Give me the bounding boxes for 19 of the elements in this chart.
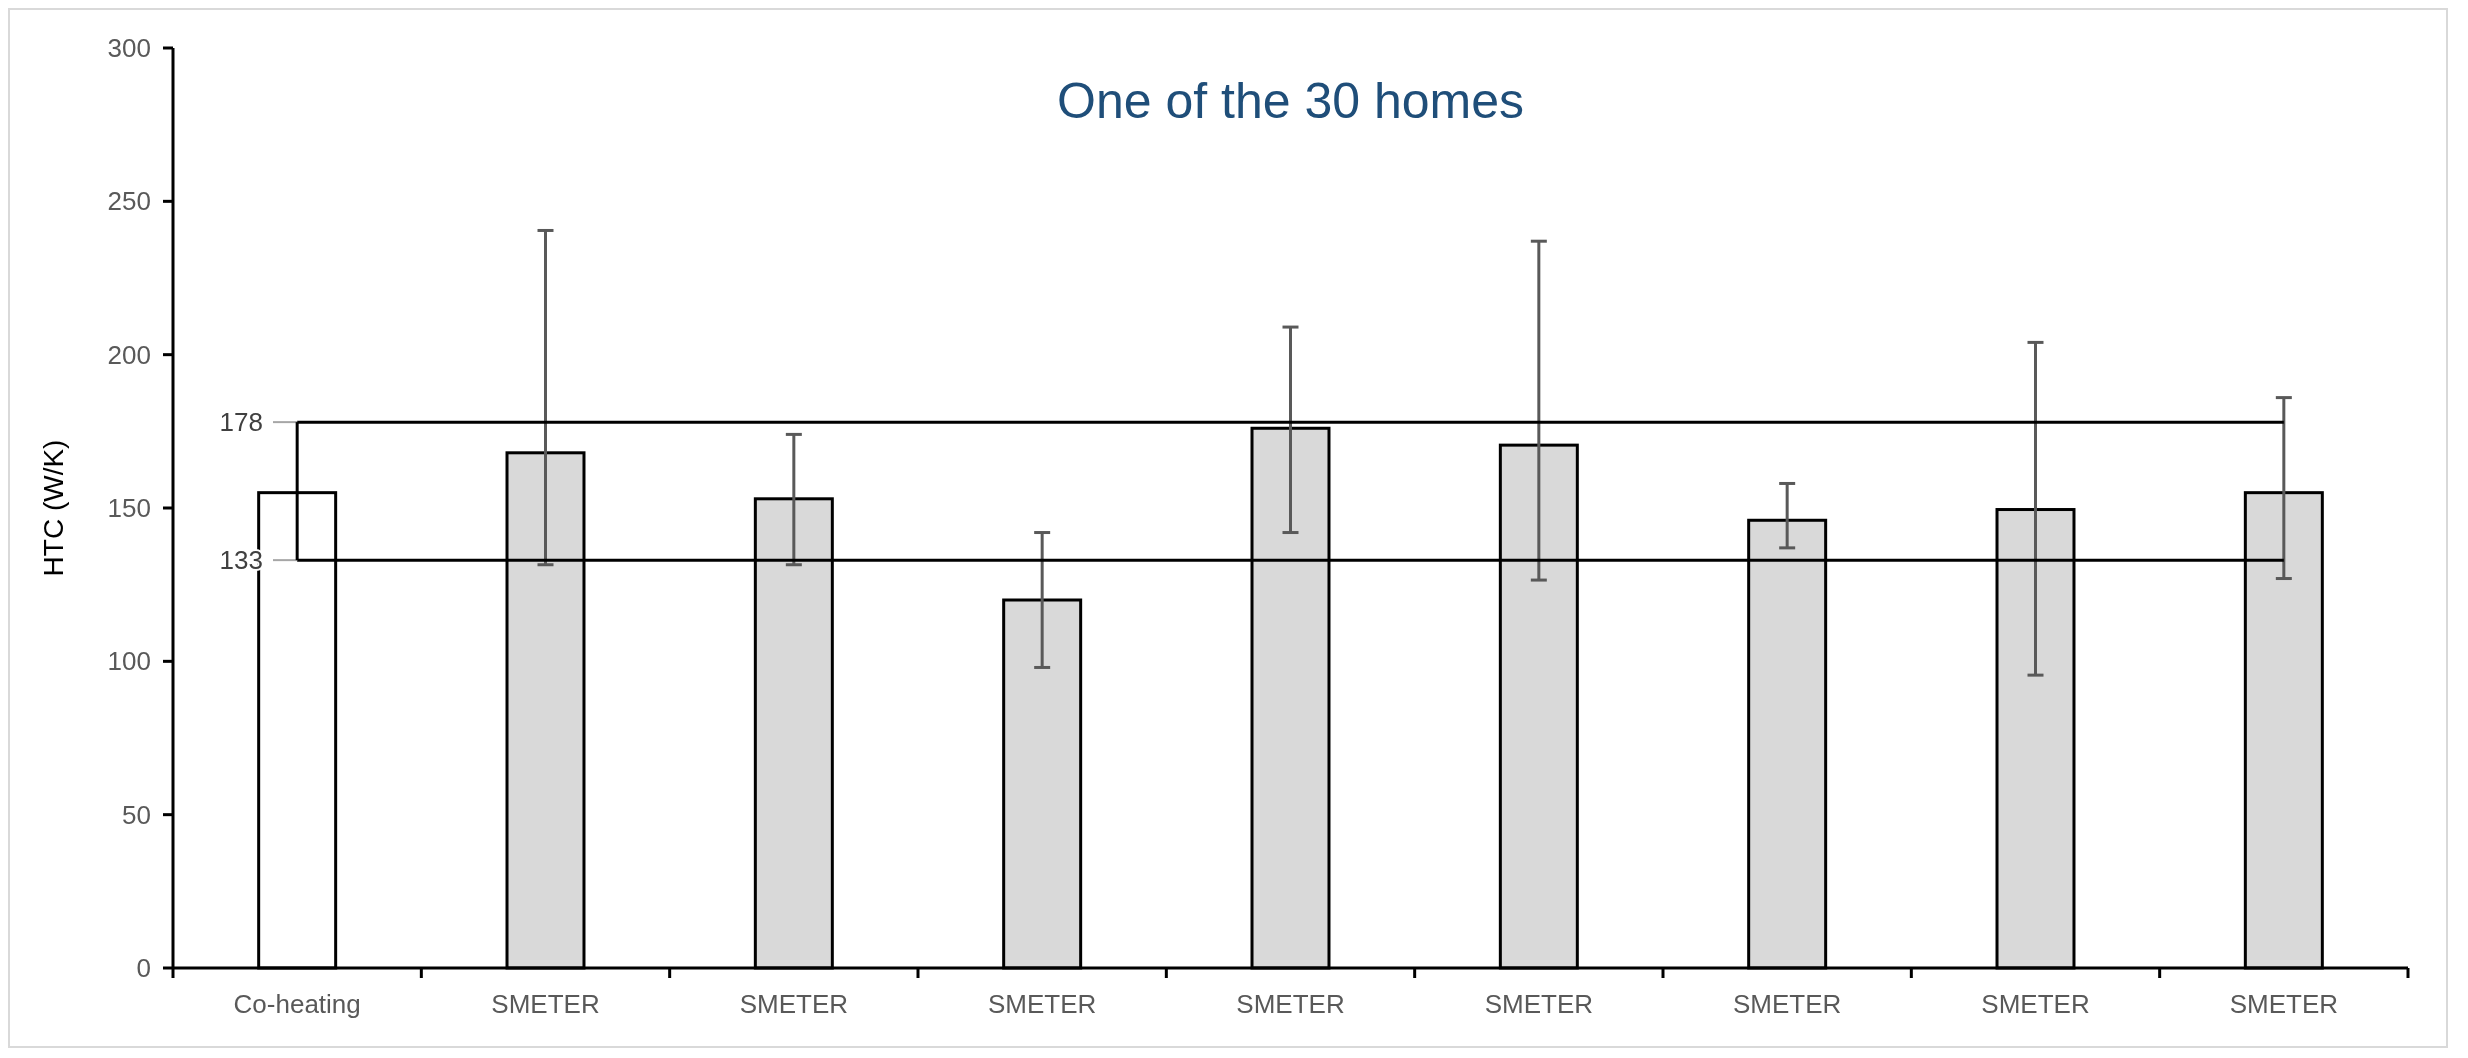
x-tick-label: Co-heating: [233, 989, 361, 1019]
y-tick-label: 150: [107, 493, 151, 524]
y-tick-label: 100: [107, 646, 151, 677]
x-tick-label: SMETER: [1981, 989, 2090, 1019]
x-tick-label: SMETER: [739, 989, 849, 1019]
y-axis-title: HTC (W/K): [38, 439, 69, 577]
text: One of the 30 homes: [1057, 73, 1524, 129]
x-tick-label: SMETER: [1484, 989, 1594, 1019]
x-tick-label: SMETER: [987, 989, 1097, 1019]
x-tick-label: SMETER: [1236, 989, 1345, 1019]
y-tick-label: 300: [107, 33, 151, 64]
y-tick-label: 250: [107, 186, 151, 217]
x-tick-label: SMETER: [1732, 989, 1842, 1019]
y-tick-label: 0: [136, 953, 151, 984]
y-tick-label: 50: [122, 799, 151, 830]
y-tick-label: 200: [107, 339, 151, 370]
x-tick-label: SMETER: [2229, 989, 2339, 1019]
ref-line-label: 178: [219, 407, 263, 438]
x-tick-label: SMETER: [491, 989, 600, 1019]
